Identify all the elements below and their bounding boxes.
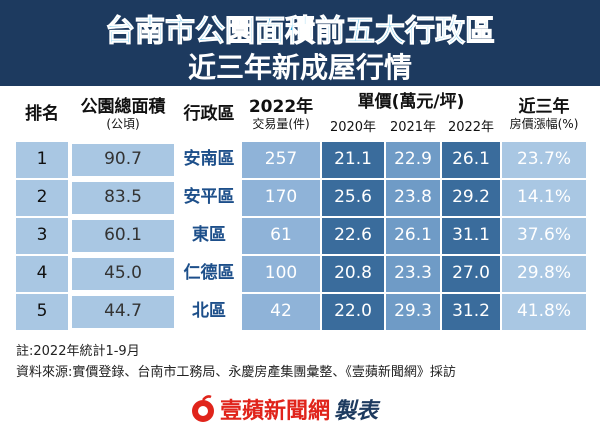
- subtitle: 近三年新成屋行情: [187, 51, 412, 84]
- table-cell: 22.0: [322, 294, 384, 330]
- table-cell: 14.1%: [502, 180, 586, 216]
- table-cell: 83.5: [70, 180, 176, 216]
- logo-brand: 壹蘋新聞網: [220, 399, 331, 424]
- table-cell: 37.6%: [502, 218, 586, 254]
- note: 註:2022年統計1-9月: [16, 344, 140, 359]
- header-text: 公園總面積: [80, 97, 166, 118]
- header-text: 行政區: [183, 104, 235, 125]
- table-cell: 29.8%: [502, 256, 586, 292]
- table-cell: 4: [16, 256, 68, 292]
- header-text: 房價漲幅(%): [509, 116, 579, 131]
- table-cell: 90.7: [70, 142, 176, 178]
- header-cell: 近三年 房價漲幅(%): [502, 90, 586, 140]
- header-cell: 行政區: [178, 90, 240, 140]
- table-cell: 26.1: [386, 218, 440, 254]
- table-cell: 23.7%: [502, 142, 586, 178]
- table-cell: 23.3: [386, 256, 440, 292]
- table-cell: 2: [16, 180, 68, 216]
- table-cell: 44.7: [70, 294, 176, 330]
- table-cell: 41.8%: [502, 294, 586, 330]
- table-cell: 東區: [178, 218, 240, 254]
- header-text: (公頃): [106, 116, 140, 131]
- header-cell: 單價(萬元/坪): [322, 90, 500, 116]
- table-cell: 3: [16, 218, 68, 254]
- title: 台南市公園面積前五大行政區: [105, 14, 496, 50]
- table-cell: 170: [242, 180, 320, 216]
- table-cell: 23.8: [386, 180, 440, 216]
- logo-icon: [192, 395, 214, 422]
- header-cell: 2021年: [386, 116, 440, 140]
- table-cell: 安平區: [178, 180, 240, 216]
- header-text: 單價(萬元/坪): [357, 92, 465, 113]
- table-cell: 27.0: [442, 256, 500, 292]
- table-cell: 21.1: [322, 142, 384, 178]
- table-cell: 20.8: [322, 256, 384, 292]
- header-text: 2021年: [389, 119, 437, 135]
- table-cell: 29.3: [386, 294, 440, 330]
- table-cell: 61: [242, 218, 320, 254]
- logo-suffix: 製表: [334, 399, 379, 424]
- table-cell: 安南區: [178, 142, 240, 178]
- header-text: 交易量(件): [252, 116, 310, 131]
- table-cell: 5: [16, 294, 68, 330]
- table-cell: 25.6: [322, 180, 384, 216]
- header-cell: 2022年 交易量(件): [242, 90, 320, 140]
- table-cell: 22.6: [322, 218, 384, 254]
- header-text: 排名: [25, 104, 59, 125]
- header-cell: 2020年: [322, 116, 384, 140]
- table-cell: 257: [242, 142, 320, 178]
- header-text: 2022年: [248, 97, 314, 118]
- header-cell: 公園總面積 (公頃): [70, 90, 176, 140]
- table-cell: 仁德區: [178, 256, 240, 292]
- table-cell: 45.0: [70, 256, 176, 292]
- table-cell: 26.1: [442, 142, 500, 178]
- table-cell: 29.2: [442, 180, 500, 216]
- table-cell: 北區: [178, 294, 240, 330]
- table-cell: 60.1: [70, 218, 176, 254]
- table-cell: 31.1: [442, 218, 500, 254]
- table-cell: 31.2: [442, 294, 500, 330]
- logo: 壹蘋新聞網 製表: [190, 393, 378, 425]
- header-cell: 排名: [16, 90, 68, 140]
- table-cell: 100: [242, 256, 320, 292]
- table-cell: 42: [242, 294, 320, 330]
- header-text: 2020年: [329, 119, 377, 135]
- header-cell: 2022年: [442, 116, 500, 140]
- table-cell: 1: [16, 142, 68, 178]
- header-text: 近三年: [518, 97, 570, 118]
- source: 資料來源:實價登錄、台南市工務局、永慶房產集團彙整、《壹蘋新聞網》採訪: [16, 365, 456, 380]
- header-text: 2022年: [447, 119, 495, 135]
- table-cell: 22.9: [386, 142, 440, 178]
- title-band: [0, 0, 600, 86]
